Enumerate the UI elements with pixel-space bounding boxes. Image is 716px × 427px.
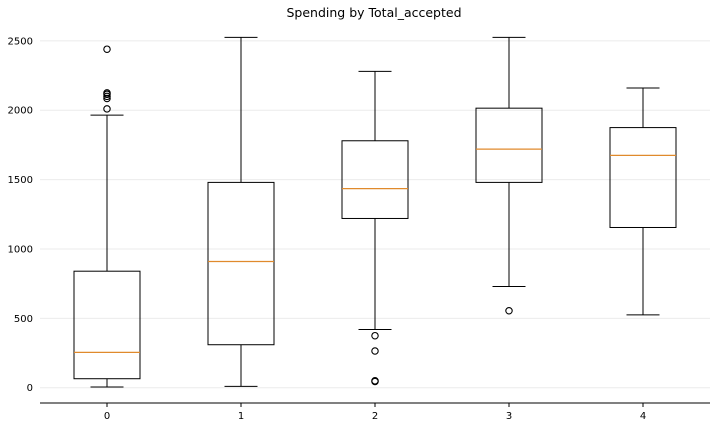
y-axis-ticks: 0 500 1000 1500 2000 2500 <box>8 36 33 394</box>
chart-title: Spending by Total_accepted <box>286 5 461 20</box>
box-group-2 <box>341 70 409 386</box>
x-tick-label-3: 3 <box>506 411 512 422</box>
box-group-4 <box>609 87 677 316</box>
iqr-box-3 <box>475 107 543 183</box>
y-tick-label-500: 500 <box>14 314 33 325</box>
x-tick-label-2: 2 <box>372 411 378 422</box>
y-tick-label-0: 0 <box>27 383 33 394</box>
box-group-1 <box>207 36 275 387</box>
x-tick-label-1: 1 <box>238 411 244 422</box>
y-tick-label-2500: 2500 <box>8 36 33 47</box>
x-tick-label-0: 0 <box>104 411 110 422</box>
x-axis-ticks: 0 1 2 3 4 <box>104 403 646 422</box>
outlier-point-0-5 <box>103 45 111 53</box>
outlier-point-2-3 <box>371 377 379 386</box>
box-group-0 <box>73 45 141 388</box>
outlier-point-2-1 <box>371 347 379 355</box>
y-tick-label-2000: 2000 <box>8 106 33 117</box>
y-tick-label-1000: 1000 <box>8 244 33 255</box>
x-tick-label-4: 4 <box>640 411 646 422</box>
box-group-3 <box>475 36 543 315</box>
outlier-point-0-2 <box>103 92 111 101</box>
outlier-point-2-0 <box>371 331 379 340</box>
outlier-point-0-4 <box>103 89 111 97</box>
iqr-box-0 <box>73 270 141 380</box>
outlier-point-0-1 <box>103 94 111 103</box>
outlier-point-3-0 <box>505 306 513 315</box>
iqr-box-2 <box>341 140 409 219</box>
y-tick-label-1500: 1500 <box>8 175 33 186</box>
boxes <box>73 36 677 388</box>
iqr-box-1 <box>207 181 275 346</box>
outlier-point-0-0 <box>103 105 111 113</box>
iqr-box-4 <box>609 127 677 228</box>
